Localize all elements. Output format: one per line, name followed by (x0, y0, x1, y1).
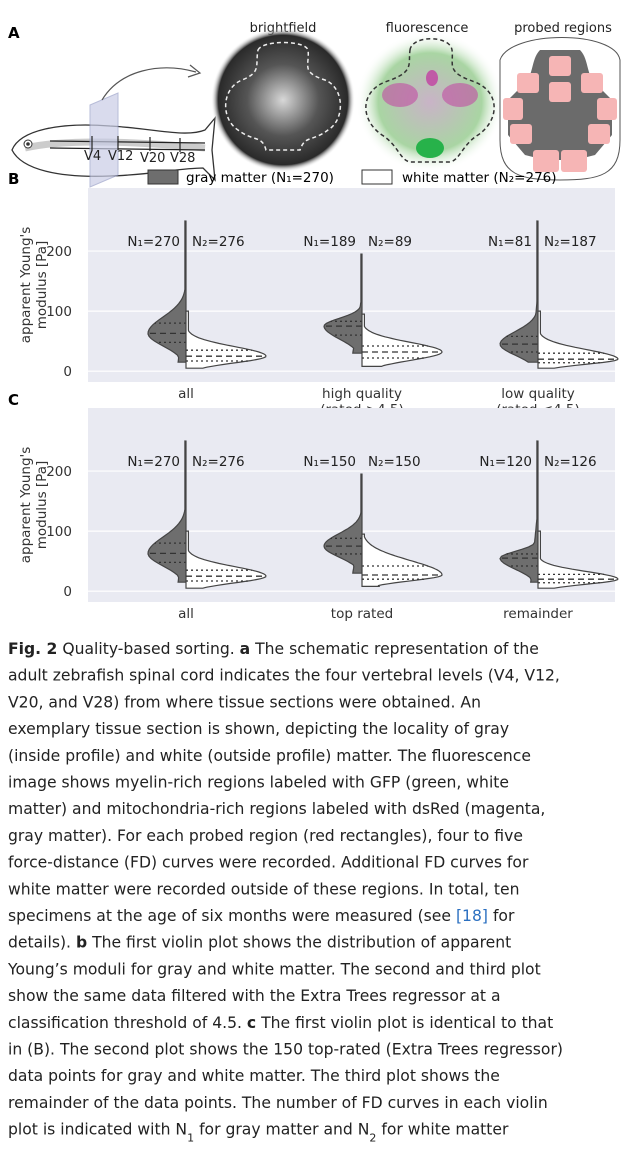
caption-text: in (B). The second plot shows the 150 to… (8, 1041, 563, 1059)
caption-text: data points for gray and white matter. T… (8, 1067, 500, 1085)
panel-label: A (8, 24, 20, 42)
caption-text: show the same data filtered with the Ext… (8, 987, 501, 1005)
caption-line: data points for gray and white matter. T… (8, 1067, 500, 1085)
x-tick-label: all (178, 386, 194, 402)
caption-text: specimens at the age of six months were … (8, 907, 456, 925)
n-label: N₂=89 (368, 234, 412, 250)
caption-text: Young’s moduli for gray and white matter… (7, 960, 541, 978)
n-label: N₁=270 (127, 234, 180, 250)
caption-text: for white matter (376, 1121, 509, 1139)
n-label: N₂=126 (544, 454, 597, 470)
citation-link[interactable]: [18] (456, 907, 488, 925)
caption-line: show the same data filtered with the Ext… (8, 987, 501, 1005)
caption-line: exemplary tissue section is shown, depic… (8, 720, 509, 738)
x-tick-label: low quality (501, 386, 575, 402)
x-tick-label: remainder (503, 606, 573, 622)
caption-text: gray matter). For each probed region (re… (8, 827, 523, 845)
caption-text: classification threshold of 4.5. (8, 1014, 247, 1032)
n-label: N₁=81 (488, 234, 532, 250)
legend-label: gray matter (N₁=270) (186, 170, 334, 186)
y-axis-label: modulus [Pa] (34, 241, 50, 330)
y-axis-label: modulus [Pa] (34, 461, 50, 550)
fish-schematic (12, 65, 215, 187)
brightfield-image (211, 28, 355, 172)
n-label: N₂=150 (368, 454, 421, 470)
n-label: N₂=187 (544, 234, 597, 250)
fluorescence-image (356, 32, 504, 172)
caption-line: Fig. 2 Quality-based sorting. a The sche… (8, 640, 539, 658)
vertebral-label: V20 (140, 151, 165, 166)
y-tick-label: 0 (63, 584, 72, 600)
caption-text: plot is indicated with N (8, 1121, 187, 1139)
caption-line: gray matter). For each probed region (re… (8, 827, 523, 845)
image-title: probed regions (514, 21, 612, 36)
caption-text: b (76, 934, 87, 952)
caption-line: (inside profile) and white (outside prof… (8, 747, 531, 765)
legend-swatch (148, 170, 178, 184)
caption-text: V20, and V28) from where tissue sections… (8, 693, 481, 711)
n-label: N₂=276 (192, 454, 245, 470)
caption-text: (inside profile) and white (outside prof… (8, 747, 531, 765)
caption-line: in (B). The second plot shows the 150 to… (8, 1041, 563, 1059)
caption-text: 2 (369, 1131, 376, 1144)
caption-line: force-distance (FD) curves were recorded… (8, 854, 529, 872)
y-axis-label: apparent Young's (18, 227, 34, 344)
caption-text: matter) and mitochondria-rich regions la… (8, 800, 545, 818)
legend-swatch (362, 170, 392, 184)
caption-text: The schematic representation of the (250, 640, 539, 658)
caption-text: adult zebrafish spinal cord indicates th… (8, 667, 560, 685)
caption-text: force-distance (FD) curves were recorded… (8, 854, 529, 872)
caption-line: remainder of the data points. The number… (8, 1094, 548, 1112)
y-tick-label: 0 (63, 364, 72, 380)
caption-line: classification threshold of 4.5. c The f… (8, 1014, 553, 1032)
caption-line: Young’s moduli for gray and white matter… (7, 960, 541, 978)
y-tick-label: 100 (46, 524, 72, 540)
caption-text: image shows myelin-rich regions labeled … (8, 774, 509, 792)
caption-text: exemplary tissue section is shown, depic… (8, 720, 509, 738)
y-tick-label: 200 (46, 464, 72, 480)
caption-text: for gray matter and N (194, 1121, 369, 1139)
caption-text: a (240, 640, 251, 658)
caption-text: Fig. 2 (8, 640, 57, 658)
probed-regions-image (500, 38, 620, 181)
caption-line: image shows myelin-rich regions labeled … (8, 774, 509, 792)
caption-line: specimens at the age of six months were … (8, 907, 515, 925)
panel-label: C (8, 391, 19, 409)
caption: Fig. 2 Quality-based sorting. a The sche… (7, 640, 563, 1144)
caption-text: Quality-based sorting. (57, 640, 239, 658)
legend-label: white matter (N₂=276) (402, 170, 557, 186)
caption-text: for (488, 907, 515, 925)
caption-line: plot is indicated with N1 for gray matte… (8, 1121, 509, 1145)
vertebral-label: V12 (108, 149, 133, 164)
caption-text: The first violin plot shows the distribu… (87, 934, 511, 952)
y-tick-label: 200 (46, 244, 72, 260)
vertebral-label: V28 (170, 151, 195, 166)
caption-text: 1 (187, 1131, 194, 1144)
y-tick-label: 100 (46, 304, 72, 320)
caption-line: details). b The first violin plot shows … (8, 934, 511, 952)
caption-line: V20, and V28) from where tissue sections… (8, 693, 481, 711)
n-label: N₂=276 (192, 234, 245, 250)
x-tick-label: top rated (331, 606, 393, 622)
panel-label: B (8, 170, 19, 188)
n-label: N₁=270 (127, 454, 180, 470)
n-label: N₁=120 (479, 454, 532, 470)
vertebral-label: V4 (84, 149, 101, 164)
caption-text: remainder of the data points. The number… (8, 1094, 548, 1112)
n-label: N₁=150 (303, 454, 356, 470)
caption-line: white matter were recorded outside of th… (8, 880, 519, 898)
figure: A V4 V12 V20 V28 brightfield fluorescenc… (0, 0, 623, 1151)
x-tick-label: high quality (322, 386, 402, 402)
y-axis-label: apparent Young's (18, 447, 34, 564)
caption-text: white matter were recorded outside of th… (8, 880, 519, 898)
n-label: N₁=189 (303, 234, 356, 250)
caption-text: details). (8, 934, 76, 952)
caption-line: adult zebrafish spinal cord indicates th… (8, 667, 560, 685)
caption-text: The first violin plot is identical to th… (256, 1014, 553, 1032)
caption-line: matter) and mitochondria-rich regions la… (8, 800, 545, 818)
x-tick-label: all (178, 606, 194, 622)
caption-text: c (247, 1014, 256, 1032)
